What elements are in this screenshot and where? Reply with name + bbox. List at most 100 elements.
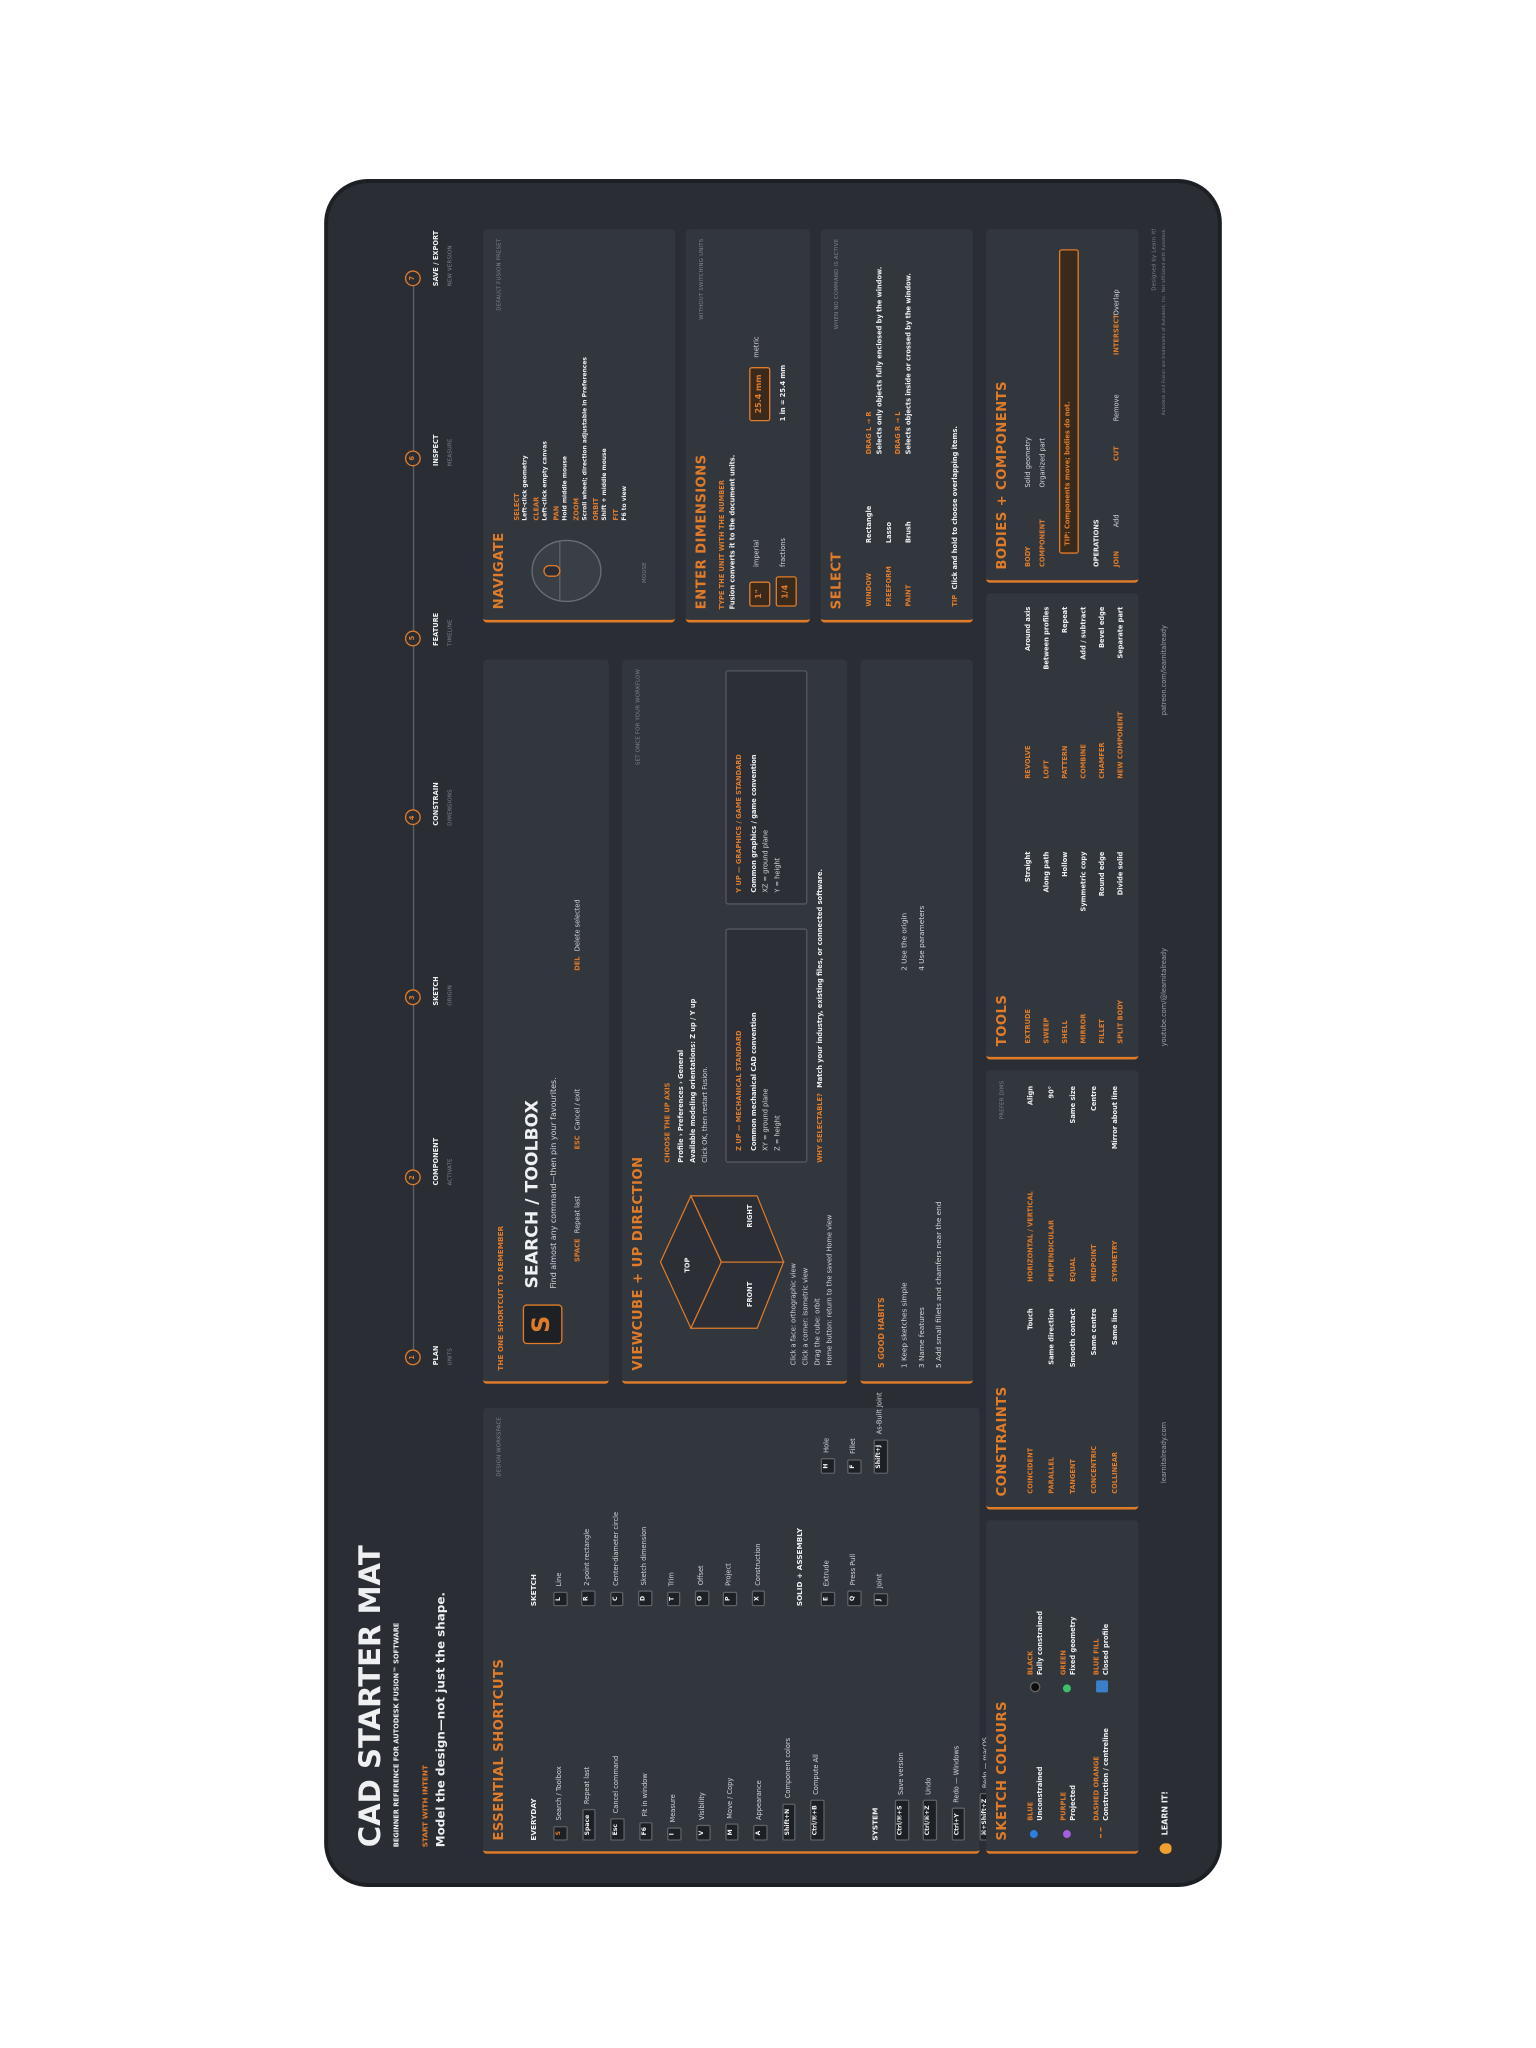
dimensions-panel: ENTER DIMENSIONS WITHOUT SWITCHING UNITS T… — [685, 229, 811, 623]
note: WHEN NO COMMAND IS ACTIVE — [832, 238, 840, 330]
search-title: SEARCH / TOOLBOX — [522, 1100, 543, 1289]
shortcut: F Fillet — [847, 1438, 862, 1474]
mode-desc: Rectangle — [865, 505, 874, 544]
constraint-name: MIDPOINT — [1090, 1244, 1099, 1282]
operation-name: CUT — [1113, 446, 1122, 462]
constraint-name: EQUAL — [1069, 1257, 1078, 1282]
action: Search / Toolbox — [555, 1766, 564, 1821]
key: Shift+N — [781, 1803, 797, 1841]
tool-desc: Round edge — [1098, 851, 1107, 897]
example-label: metric — [753, 336, 762, 358]
colour-name: PURPLE — [1060, 1791, 1069, 1821]
key: Space — [581, 1809, 596, 1841]
constraint-desc: Same centre — [1090, 1308, 1099, 1356]
colour-desc: Construction / centreline — [1102, 1728, 1111, 1821]
note: DEFAULT FUSION PRESET — [494, 238, 502, 311]
shortcut: O Offset — [694, 1565, 709, 1607]
action: Appearance — [755, 1780, 764, 1821]
action: Component colors — [784, 1737, 793, 1799]
swatch — [1100, 1827, 1102, 1838]
nav-desc: Left-click empty canvas — [542, 441, 550, 521]
equivalence: 1 in = 25.4 mm — [779, 364, 788, 422]
step-sub: ORIGIN — [445, 985, 453, 1006]
action: Trim — [668, 1572, 677, 1587]
shortcut: Shift+N Component colors — [781, 1737, 797, 1841]
up-line: Available modeling orientations: Z up / … — [689, 998, 698, 1163]
swatch — [1062, 1830, 1071, 1838]
action: Fillet — [849, 1438, 858, 1454]
mode-desc: Brush — [905, 521, 914, 544]
why-text: Match your industry, existing files, or … — [816, 869, 825, 1088]
option-box: Y UP — GRAPHICS / GAME STANDARD Common gr… — [725, 670, 808, 905]
workspace-note: DESIGN WORKSPACE — [494, 1416, 502, 1477]
mode-desc: Lasso — [885, 521, 894, 544]
tool-desc: Add / subtract — [1080, 606, 1089, 660]
shortcut: P Project — [723, 1563, 738, 1607]
bulb-icon — [1159, 1843, 1172, 1854]
group-heading: SKETCH — [530, 1574, 539, 1607]
option-line: XZ = ground plane — [762, 829, 771, 893]
tool-desc: Around axis — [1024, 606, 1033, 652]
key: V — [696, 1825, 711, 1841]
action: Offset — [697, 1565, 706, 1586]
key: Ctrl/⌘+B — [810, 1799, 825, 1841]
nav-desc: Scroll wheel; direction adjustable in Pr… — [582, 357, 589, 521]
mode-name: WINDOW — [865, 572, 874, 607]
action: Compute All — [812, 1754, 821, 1795]
tool-desc: Bevel edge — [1098, 606, 1107, 649]
tools-panel: TOOLS EXTRUDE Straight SWEEP Along path SHELL… — [986, 593, 1139, 1060]
key: L — [553, 1591, 568, 1607]
option-line: Common graphics / game convention — [750, 754, 759, 893]
action: Cancel command — [612, 1755, 621, 1814]
option-title: Z UP — MECHANICAL STANDARD — [735, 1030, 744, 1151]
key: Shift+J — [873, 1439, 888, 1474]
colour-desc: Fully constrained — [1036, 1610, 1045, 1676]
panel-title: NAVIGATE — [492, 532, 507, 610]
constraint-name: TANGENT — [1069, 1459, 1078, 1494]
operation-desc: Remove — [1113, 394, 1122, 422]
key: X — [751, 1591, 766, 1607]
body-name: BODY — [1024, 546, 1033, 567]
select-panel: SELECT WHEN NO COMMAND IS ACTIVE WINDOW Rec… — [820, 229, 973, 623]
panel-title: ENTER DIMENSIONS — [694, 454, 710, 610]
constraint-desc: Same direction — [1048, 1308, 1057, 1365]
key: C — [609, 1591, 624, 1607]
search-shortcut: SPACE Repeat last — [574, 1196, 583, 1263]
drag-name: DRAG L → R — [865, 411, 874, 455]
tool-name: SWEEP — [1043, 1017, 1052, 1044]
panel-title: CONSTRAINTS — [995, 1386, 1010, 1497]
action: Undo — [925, 1777, 934, 1795]
shortcut: Ctrl/⌘+Z Undo — [923, 1777, 938, 1841]
panel-title: VIEWCUBE + UP DIRECTION — [631, 1156, 646, 1371]
tool-desc: Straight — [1024, 851, 1033, 883]
step-number: 2 — [404, 1169, 421, 1186]
colour-desc: Fixed geometry — [1069, 1616, 1078, 1676]
operation-name: INTERSECT — [1113, 314, 1122, 356]
shortcut: Ctrl/⌘+B Compute All — [810, 1754, 825, 1841]
step-label: SAVE / EXPORT — [432, 230, 441, 287]
cube-tip: Drag the cube: orbit — [814, 1298, 822, 1366]
group-heading: SOLID + ASSEMBLY — [796, 1527, 805, 1607]
brand: LEARN IT! — [1160, 1791, 1171, 1836]
cube-face: RIGHT — [746, 1204, 755, 1228]
kicker: THE ONE SHORTCUT TO REMEMBER — [497, 1225, 506, 1371]
colour-desc: Projected — [1069, 1785, 1078, 1821]
habit: 4 Use parameters — [918, 905, 927, 971]
swatch — [1029, 1830, 1038, 1838]
step-sub: NEW VERSION — [445, 245, 453, 287]
habit: 2 Use the origin — [901, 912, 910, 971]
footer-link: patreon.com/learnitalready — [1160, 625, 1169, 716]
operations-title: OPERATIONS — [1093, 519, 1102, 567]
example-label: imperial — [753, 539, 762, 567]
action: Joint — [876, 1573, 884, 1589]
action: Cancel / exit — [574, 1088, 583, 1131]
constraint-desc: Centre — [1090, 1085, 1099, 1111]
colour-name: DASHED ORANGE — [1093, 1756, 1102, 1821]
colour-desc: Unconstrained — [1036, 1766, 1045, 1821]
shortcut: T Trim — [666, 1572, 681, 1607]
icon — [531, 539, 602, 603]
action: Fit in window — [641, 1773, 650, 1817]
shortcut: A Appearance — [753, 1780, 768, 1841]
key: SPACE — [574, 1238, 583, 1263]
